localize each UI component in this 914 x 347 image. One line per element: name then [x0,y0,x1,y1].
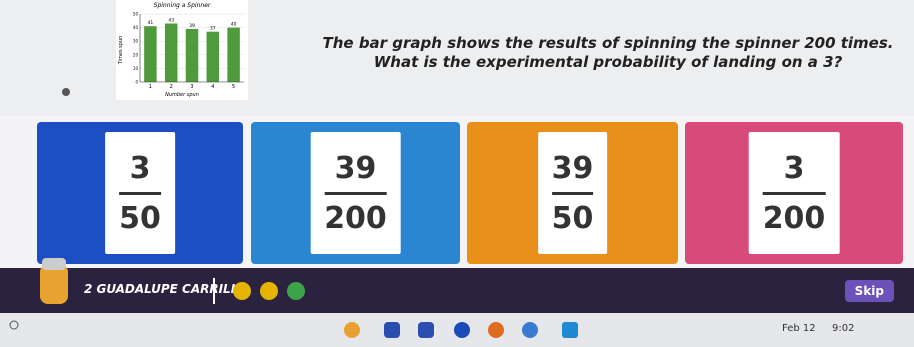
chart-background [116,0,248,100]
numerator: 39 [334,150,377,186]
taskbar: Feb 12 9:02 [0,313,914,347]
x-tick-label: 4 [211,84,214,90]
denominator: 200 [324,200,387,236]
value-label: 43 [168,18,174,24]
value-label: 37 [210,26,216,32]
fraction: 3 200 [748,132,840,254]
x-tick-label: 5 [232,84,235,90]
value-label: 40 [231,22,237,28]
y-tick-label: 10 [133,66,139,71]
audio-icon[interactable] [60,86,72,98]
fraction-bar [551,191,594,195]
bar [227,27,240,83]
taskbar-time: 9:02 [832,323,855,334]
bar [185,28,199,82]
x-tick-label: 1 [149,84,152,90]
fraction: 39 200 [310,132,401,254]
denominator: 50 [551,200,594,236]
numerator: 3 [129,150,151,186]
bar [206,31,220,82]
answer-card[interactable]: 3 200 [685,122,903,264]
denominator: 200 [762,200,826,236]
fraction-bar [762,191,826,195]
answer-card[interactable]: 39 200 [251,122,460,264]
bar [144,26,157,83]
y-axis-label: Times spun [118,36,124,66]
taskbar-icons [9,320,578,338]
answer-card[interactable]: 3 50 [37,122,243,264]
x-axis-label: Number spun [165,92,199,98]
y-tick-label: 0 [135,80,138,85]
y-tick-label: 20 [133,52,139,57]
player-name: 2 GUADALUPE CARRILLO [84,282,249,296]
spinner-chart: Spinning a Spinner Number spun Times spu… [116,0,248,100]
power-ups [213,278,305,304]
question-text: The bar graph shows the results of spinn… [322,34,894,71]
fraction-bar [119,191,161,195]
value-label: 39 [189,23,195,29]
chart-title: Spinning a Spinner [154,2,211,9]
player-bar: 2 GUADALUPE CARRILLO Skip [0,258,914,313]
denominator: 50 [119,200,161,236]
y-tick-label: 50 [133,12,139,17]
skip-button[interactable]: Skip [844,280,894,302]
avatar [40,258,68,304]
fraction: 3 50 [105,132,175,254]
bar [164,23,178,82]
taskbar-date: Feb 12 [782,323,816,334]
answer-area: 3 50 39 200 39 50 3 200 [0,116,914,268]
value-label: 41 [148,20,154,26]
answer-card[interactable]: 39 50 [467,122,678,264]
numerator: 39 [551,150,594,186]
x-tick-label: 2 [170,84,173,90]
fraction: 39 50 [537,132,608,254]
x-tick-label: 3 [190,84,193,90]
fraction-bar [324,191,387,195]
y-tick-label: 30 [133,39,139,44]
y-tick-label: 40 [133,25,139,30]
numerator: 3 [783,150,805,186]
